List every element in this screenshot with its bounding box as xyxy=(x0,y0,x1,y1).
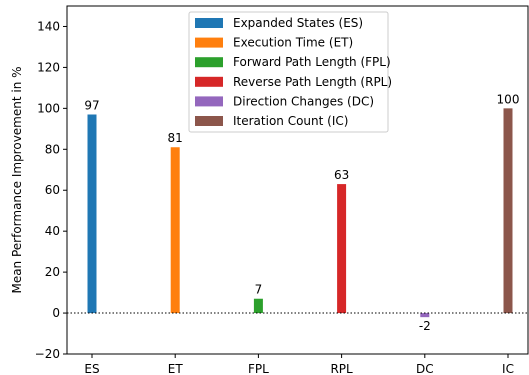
y-tick-label: 100 xyxy=(37,101,60,115)
bar-ic xyxy=(503,108,513,314)
x-tick-label-es: ES xyxy=(84,362,99,375)
data-label-fpl: 7 xyxy=(255,283,263,297)
data-label-es: 97 xyxy=(84,98,99,112)
bars-group xyxy=(87,108,513,318)
data-label-ic: 100 xyxy=(497,92,520,106)
legend-swatch-fpl xyxy=(195,57,223,68)
bar-fpl xyxy=(253,298,263,314)
legend-swatch-ic xyxy=(195,116,223,126)
y-tick-label: −20 xyxy=(35,347,60,361)
x-tick-label-fpl: FPL xyxy=(248,362,269,375)
y-tick-label: 60 xyxy=(45,183,60,197)
x-tick-label-ic: IC xyxy=(502,362,514,375)
legend-label-fpl: Forward Path Length (FPL) xyxy=(233,55,391,69)
y-axis-ticks: −20 0 20 40 60 80 100 120 140 xyxy=(35,19,67,361)
legend-box xyxy=(188,11,389,133)
y-tick-label: 40 xyxy=(45,224,60,238)
x-tick-label-et: ET xyxy=(168,362,184,375)
bar-dc xyxy=(420,313,430,318)
y-tick-label: 20 xyxy=(45,265,60,279)
y-axis-label: Mean Performance Improvement in % xyxy=(10,66,24,293)
plot-frame xyxy=(66,5,529,355)
data-label-dc: -2 xyxy=(419,319,431,333)
legend-swatch-et xyxy=(195,37,223,48)
bar-rpl xyxy=(337,184,347,314)
legend-label-es: Expanded States (ES) xyxy=(233,16,363,30)
bar-es xyxy=(87,114,97,314)
legend: Expanded States (ES) Execution Time (ET) F… xyxy=(188,11,392,133)
x-axis-ticks: ES ET FPL RPL DC IC xyxy=(84,354,514,375)
data-label-rpl: 63 xyxy=(334,168,349,182)
legend-swatch-es xyxy=(195,18,223,28)
x-tick-label-dc: DC xyxy=(416,362,434,375)
y-tick-label: 80 xyxy=(45,142,60,156)
legend-label-ic: Iteration Count (IC) xyxy=(233,114,348,128)
y-tick-label: 120 xyxy=(37,60,60,74)
data-labels-group: 97 81 7 63 -2 100 xyxy=(84,92,519,333)
data-label-et: 81 xyxy=(168,131,183,145)
legend-label-rpl: Reverse Path Length (RPL) xyxy=(233,75,392,89)
y-tick-label: 140 xyxy=(37,19,60,33)
legend-label-et: Execution Time (ET) xyxy=(233,36,353,50)
bar-et xyxy=(170,147,180,314)
legend-label-dc: Direction Changes (DC) xyxy=(233,94,374,108)
y-tick-label: 0 xyxy=(52,306,60,320)
legend-swatch-dc xyxy=(195,96,223,107)
x-tick-label-rpl: RPL xyxy=(330,362,353,375)
legend-swatch-rpl xyxy=(195,76,223,87)
